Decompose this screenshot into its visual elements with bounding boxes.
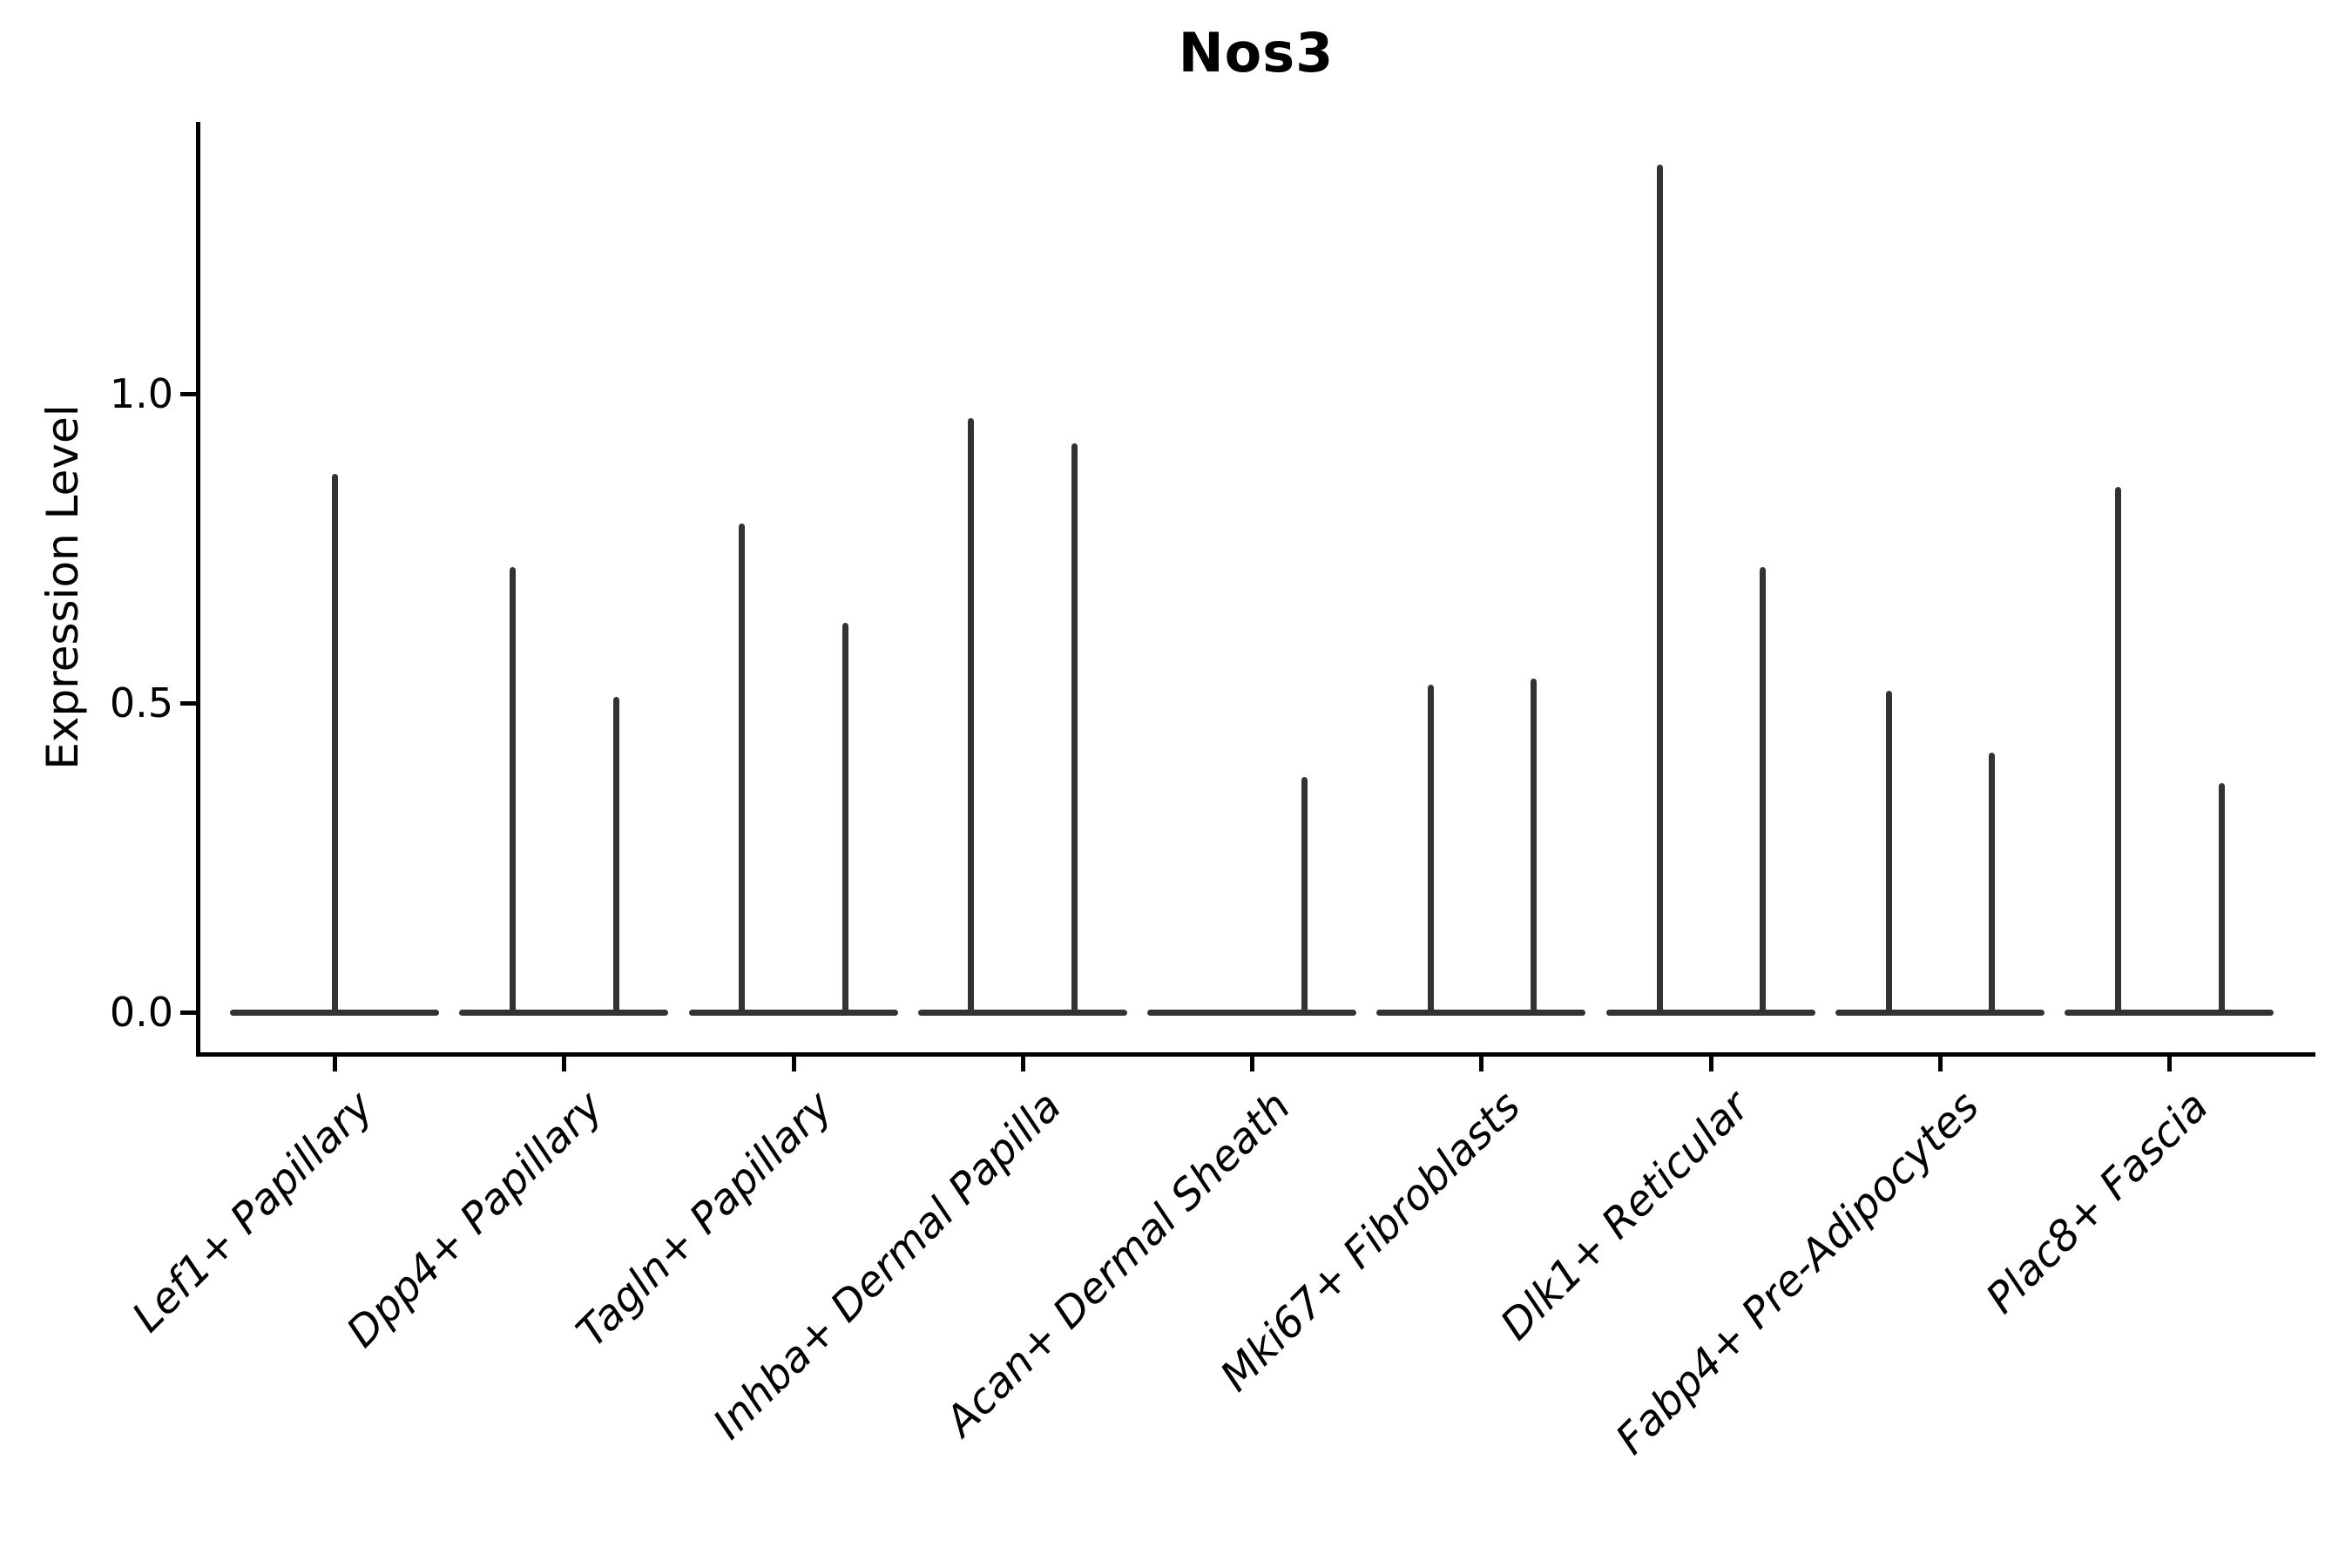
- x-tick-label: Dpp4+ Papillary: [337, 1082, 612, 1357]
- violin-spike: [1071, 443, 1078, 1012]
- violin-spike: [842, 622, 848, 1012]
- violin-spike: [2114, 486, 2121, 1012]
- violin-spike: [1886, 690, 1893, 1012]
- x-tick: [2167, 1057, 2172, 1071]
- x-tick-label: Plac8+ Fascia: [1976, 1082, 2218, 1323]
- x-tick: [1937, 1057, 1943, 1071]
- y-tick-label: 0.0: [109, 989, 173, 1036]
- violin-spike: [2218, 783, 2225, 1012]
- violin-baseline: [1605, 1009, 1815, 1016]
- violin-baseline: [1835, 1009, 2044, 1016]
- y-tick: [180, 701, 196, 706]
- violin-spike: [1530, 678, 1537, 1012]
- x-tick: [1708, 1057, 1713, 1071]
- y-tick-label: 1.0: [109, 370, 173, 417]
- x-tick-label: Fabp4+ Pre-Adipocytes: [1605, 1082, 1989, 1464]
- x-tick-label: Tagln+ Papillary: [566, 1082, 842, 1357]
- violin-spike: [1657, 165, 1663, 1012]
- violin-baseline: [688, 1009, 898, 1016]
- violin-baseline: [917, 1009, 1127, 1016]
- violin-spike: [509, 566, 516, 1012]
- x-spine: [196, 1052, 2315, 1057]
- violin-baseline: [459, 1009, 669, 1016]
- violin-spike: [968, 418, 975, 1012]
- y-tick: [180, 1010, 196, 1015]
- violin-spike: [1427, 684, 1434, 1012]
- violin-baseline: [2065, 1009, 2274, 1016]
- x-tick: [1479, 1057, 1484, 1071]
- violin-spike: [739, 524, 745, 1012]
- x-tick: [333, 1057, 337, 1071]
- plot-title: Nos3: [1178, 21, 1335, 84]
- violin-spike: [1301, 777, 1308, 1012]
- x-tick-label: Dlk1+ Reticular: [1490, 1082, 1760, 1350]
- violin-spike: [612, 696, 619, 1012]
- violin-baseline: [1376, 1009, 1586, 1016]
- violin-spike: [331, 474, 338, 1012]
- y-tick-label: 0.5: [109, 679, 173, 727]
- y-spine: [196, 122, 200, 1057]
- violin-spike: [1989, 752, 1996, 1012]
- violin-baseline: [1147, 1009, 1356, 1016]
- x-tick: [791, 1057, 796, 1071]
- x-tick: [562, 1057, 567, 1071]
- x-tick: [1250, 1057, 1254, 1071]
- violin-baseline: [230, 1009, 439, 1016]
- y-axis-label-wrap: Expression Level: [28, 152, 98, 1023]
- violin-spike: [1760, 566, 1766, 1012]
- x-tick: [1020, 1057, 1025, 1071]
- x-tick-label: Lef1+ Papillary: [123, 1082, 383, 1342]
- y-tick: [180, 392, 196, 396]
